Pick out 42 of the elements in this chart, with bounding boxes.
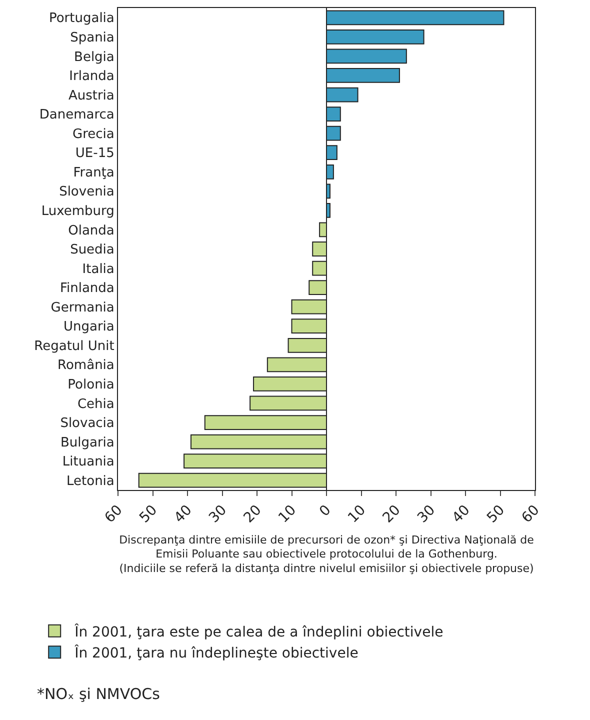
text: *NOₓ şi NMVOCs (37, 685, 160, 703)
x-tick-label: 40 (449, 502, 474, 526)
x-tick-label: 30 (206, 502, 230, 526)
x-tick-label: 0 (316, 502, 334, 520)
y-tick-label: Grecia (72, 126, 114, 142)
y-tick-label: Slovenia (59, 184, 114, 200)
y-tick-label: UE-15 (75, 146, 114, 162)
y-tick-label: Irlanda (69, 69, 114, 84)
y-tick-label: Franţa (73, 165, 114, 180)
y-tick-label: Cehia (77, 396, 114, 412)
y-tick-label: Belgia (74, 50, 114, 65)
y-tick-label: Ungaria (63, 320, 114, 335)
y-tick-label: Polonia (68, 378, 114, 393)
y-tick-label: Austria (68, 88, 114, 104)
y-tick-label: Regatul Unit (34, 338, 114, 354)
y-tick-label: Germania (50, 300, 114, 316)
y-tick-label: Finlanda (60, 281, 114, 296)
y-tick-label: Letonia (66, 474, 114, 489)
x-axis-title: Discrepanţa dintre emisiile de precursori de ozon* şi Directiva Naţională de Emisii Poluante sau obiectivele protocolului de la Gothenburg. (Indiciile se referă la distanţa dintre nivelul emisiilor şi obiectivele propuse) (119, 533, 534, 575)
y-tick-label: Lituania (62, 454, 114, 470)
y-tick-label: Suedia (70, 242, 114, 258)
x-tick-label: 50 (136, 502, 161, 526)
x-tick-label: 50 (484, 502, 508, 526)
y-tick-label: Spania (70, 30, 114, 46)
x-tick-label: 60 (518, 502, 543, 526)
x-tick-label: 30 (414, 502, 439, 526)
y-tick-label: Luxemburg (41, 204, 114, 219)
y-tick-label: Slovacia (60, 416, 114, 432)
y-tick-label: Bulgaria (60, 435, 114, 450)
y-tick-label: Portugalia (48, 11, 114, 26)
x-tick-label: 40 (171, 502, 196, 526)
legend-label: În 2001, ţara nu îndeplineşte obiectivele (74, 644, 358, 662)
legend-label: În 2001, ţara este pe calea de a îndeplini obiectivele (74, 623, 444, 640)
x-tick-label: 20 (380, 502, 404, 526)
y-tick-label: Olanda (68, 223, 114, 238)
x-tick-label: 10 (276, 502, 300, 526)
x-tick-label: 10 (345, 502, 370, 526)
y-tick-label: Italia (82, 262, 114, 277)
y-tick-label: România (58, 358, 114, 374)
x-tick-label: 20 (240, 502, 265, 526)
x-tick-label: 60 (102, 502, 126, 526)
y-tick-label: Danemarca (39, 108, 114, 123)
